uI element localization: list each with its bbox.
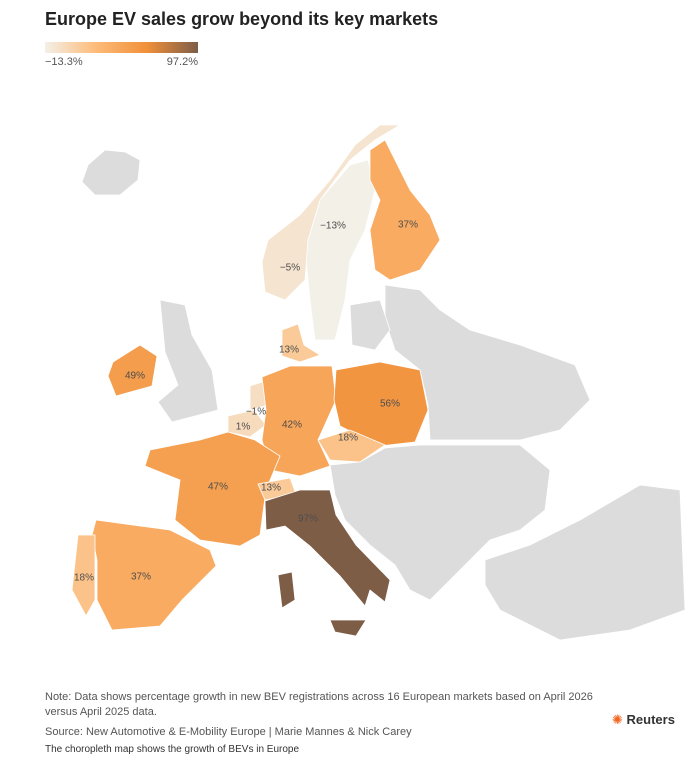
value-label: 18% <box>338 433 358 444</box>
region <box>281 323 321 363</box>
legend-bar <box>45 42 198 53</box>
region-shape <box>71 534 96 617</box>
region-shape <box>329 619 367 637</box>
value-label: −5% <box>280 263 300 274</box>
legend-max: 97.2% <box>167 56 198 68</box>
region-shape <box>261 124 402 301</box>
brand: ✺ Reuters <box>612 712 675 727</box>
value-label: 18% <box>74 573 94 584</box>
region-shape <box>144 431 281 547</box>
value-label: 49% <box>125 371 145 382</box>
region-shape <box>264 489 391 607</box>
region-shape <box>261 365 337 477</box>
region-shape <box>369 139 441 281</box>
background-countries <box>81 149 686 641</box>
region-shape <box>227 409 267 438</box>
region <box>261 365 337 477</box>
value-label: 42% <box>282 420 302 431</box>
region-shape <box>281 323 321 363</box>
region <box>333 361 429 447</box>
region-shape <box>333 361 429 447</box>
region <box>369 139 441 281</box>
region <box>264 489 391 637</box>
region <box>261 124 402 301</box>
region <box>107 344 158 397</box>
title: Europe EV sales grow beyond its key mark… <box>45 9 438 29</box>
value-label: 13% <box>261 483 281 494</box>
regions <box>71 124 441 637</box>
value-label: 13% <box>279 345 299 356</box>
region <box>317 429 386 463</box>
value-label: 47% <box>208 482 228 493</box>
source: Source: New Automotive & E-Mobility Euro… <box>45 726 412 738</box>
value-label: 56% <box>380 399 400 410</box>
labels: −13% −5% 37% 13% 49% −1% 1% 42% 56% 18% 47% 13% 97% 3… <box>74 220 418 584</box>
value-label: 37% <box>398 220 418 231</box>
region <box>227 409 267 438</box>
brand-text: Reuters <box>626 712 675 727</box>
region <box>71 534 96 617</box>
region <box>144 431 281 547</box>
value-label: −1% <box>246 407 266 418</box>
note: Note: Data shows percentage growth in ne… <box>45 691 593 718</box>
value-label: −13% <box>320 221 346 232</box>
value-label: 37% <box>131 572 151 583</box>
region-shape <box>277 571 296 609</box>
value-label: 1% <box>236 422 251 433</box>
region-shape <box>107 344 158 397</box>
value-label: 97% <box>298 514 318 525</box>
legend-min: −13.3% <box>45 56 83 68</box>
caption: The choropleth map shows the growth of B… <box>45 744 300 755</box>
region-shape <box>317 429 386 463</box>
